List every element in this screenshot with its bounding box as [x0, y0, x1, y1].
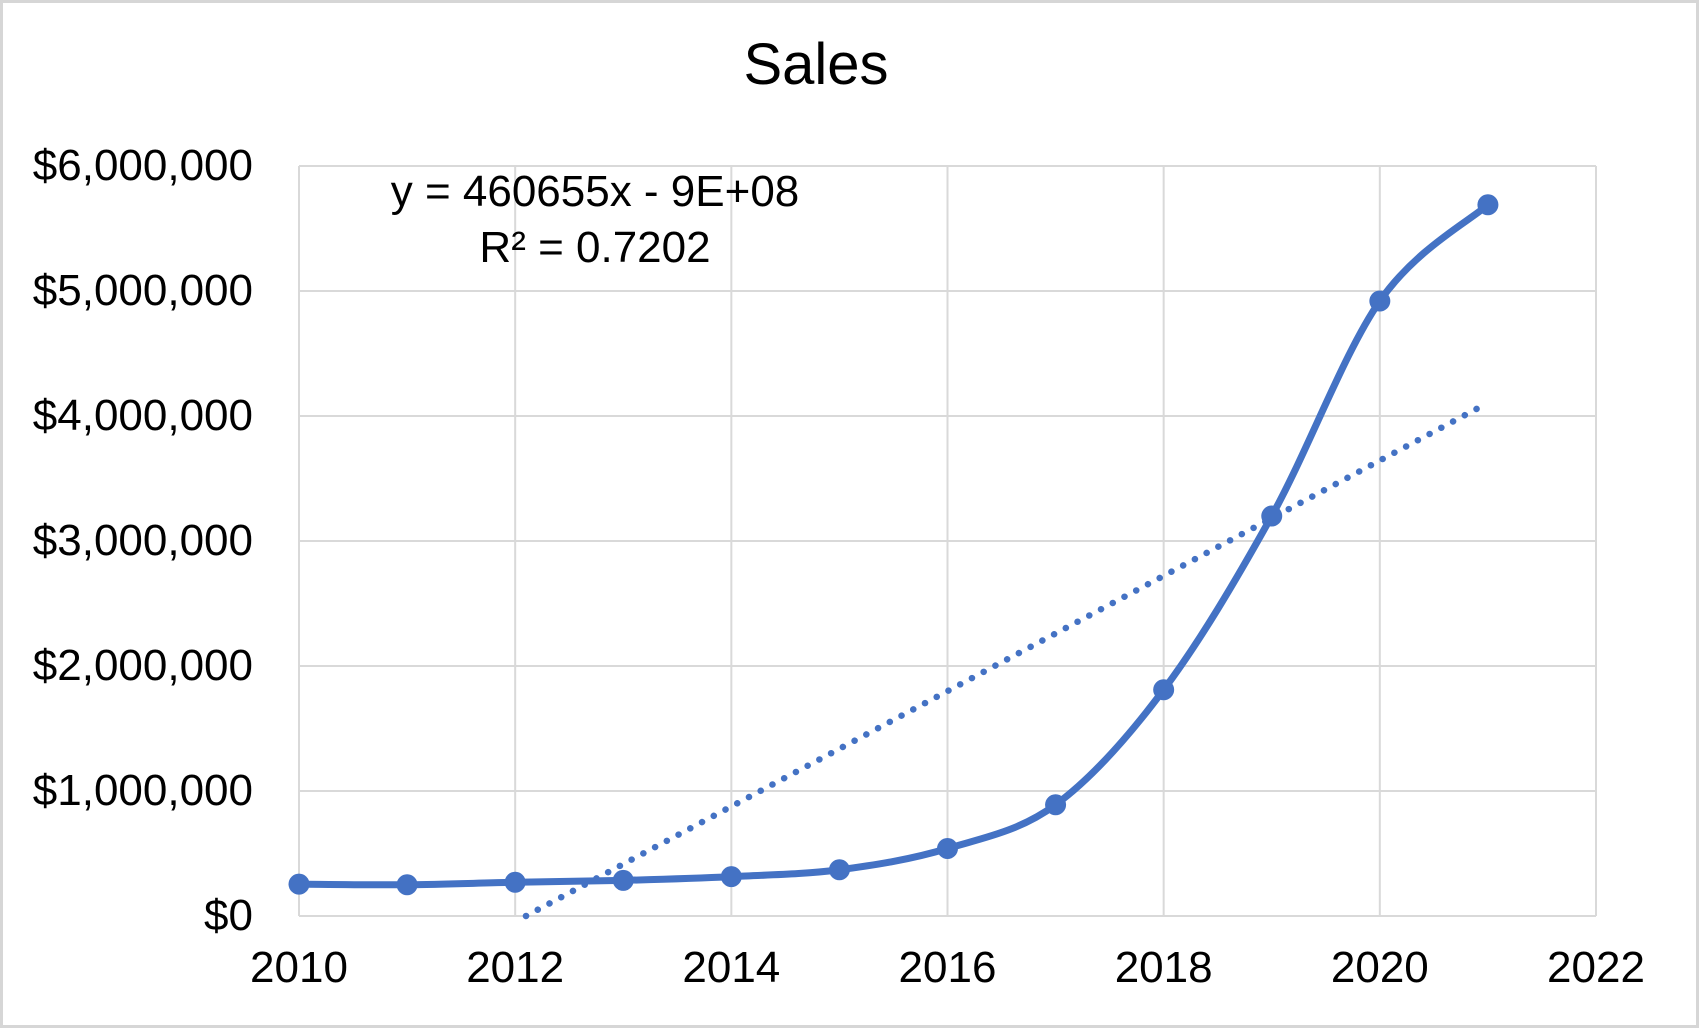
- data-point-marker: [1369, 290, 1391, 312]
- plot-area: [288, 165, 1597, 920]
- data-point-marker: [1153, 679, 1175, 701]
- trendline-dotted: [522, 399, 1492, 920]
- data-point-marker: [1261, 505, 1283, 527]
- data-point-marker: [612, 869, 634, 891]
- x-axis-tick-label: 2016: [898, 943, 997, 992]
- x-axis-tick-label: 2012: [466, 943, 565, 992]
- x-axis-tick-label: 2020: [1330, 943, 1429, 992]
- y-axis-tick-label: $1,000,000: [32, 766, 253, 815]
- chart-title: Sales: [743, 32, 889, 97]
- y-axis-tick-label: $3,000,000: [32, 516, 253, 565]
- data-point-marker: [828, 859, 850, 881]
- data-point-marker: [937, 838, 958, 859]
- data-point-marker: [1045, 794, 1067, 816]
- x-axis-tick-label: 2010: [250, 943, 348, 992]
- x-axis-tick-label: 2018: [1114, 943, 1213, 992]
- x-axis-tick-label: 2022: [1547, 943, 1645, 992]
- y-axis-tick-label: $2,000,000: [32, 641, 253, 690]
- data-point-marker: [1477, 194, 1499, 216]
- r-squared-text: R² = 0.7202: [479, 223, 711, 272]
- data-point-marker: [288, 873, 310, 895]
- y-axis-tick-label: $4,000,000: [32, 391, 253, 440]
- y-axis-tick-label: $6,000,000: [32, 141, 253, 190]
- sales-series-line: [298, 202, 1491, 889]
- trendline-equation-text: y = 460655x - 9E+08: [390, 167, 800, 216]
- y-axis-tick-label: $5,000,000: [32, 266, 253, 315]
- data-point-marker: [504, 871, 526, 893]
- data-point-marker: [720, 866, 742, 888]
- data-point-marker: [396, 874, 418, 896]
- x-axis-tick-label: 2014: [682, 943, 781, 992]
- y-axis-tick-label: $0: [204, 891, 253, 940]
- trendline-annotation: y = 460655x - 9E+08 R² = 0.7202: [391, 164, 800, 276]
